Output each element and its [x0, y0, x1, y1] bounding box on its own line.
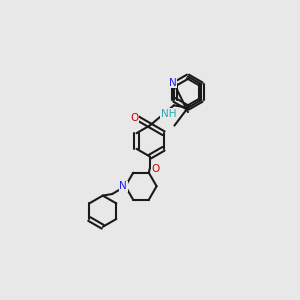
Text: O: O [130, 112, 139, 123]
Text: NH: NH [161, 109, 176, 119]
Text: O: O [151, 164, 160, 174]
Text: N: N [169, 78, 177, 88]
Text: N: N [119, 181, 127, 191]
